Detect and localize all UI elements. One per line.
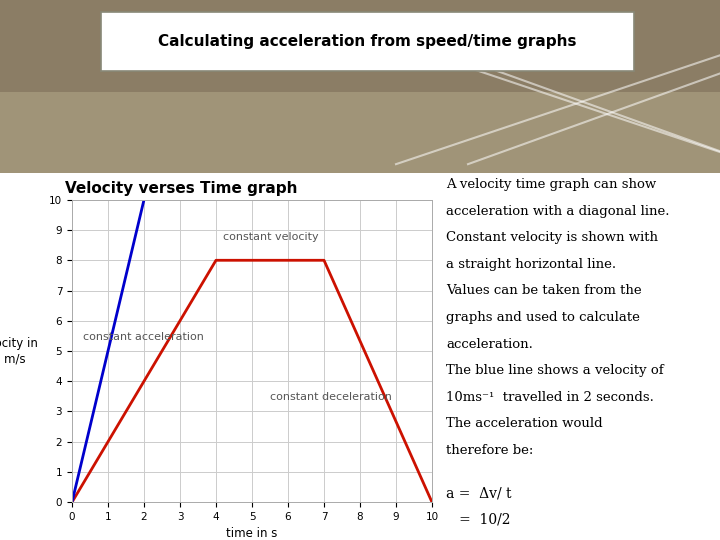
Text: a =  Δv/ t: a = Δv/ t	[446, 487, 512, 501]
Text: The blue line shows a velocity of: The blue line shows a velocity of	[446, 364, 664, 377]
Text: Velocity verses Time graph: Velocity verses Time graph	[65, 181, 297, 196]
Y-axis label: velocity in
    m/s: velocity in m/s	[0, 337, 38, 365]
Text: Values can be taken from the: Values can be taken from the	[446, 285, 642, 298]
Text: Constant velocity is shown with: Constant velocity is shown with	[446, 231, 658, 244]
Text: The acceleration would: The acceleration would	[446, 417, 603, 430]
Text: 10ms⁻¹  travelled in 2 seconds.: 10ms⁻¹ travelled in 2 seconds.	[446, 391, 654, 404]
Text: Calculating acceleration from speed/time graphs: Calculating acceleration from speed/time…	[158, 34, 577, 49]
Text: a straight horizontal line.: a straight horizontal line.	[446, 258, 616, 271]
Text: acceleration.: acceleration.	[446, 338, 534, 350]
Text: A velocity time graph can show: A velocity time graph can show	[446, 178, 657, 191]
Text: constant velocity: constant velocity	[223, 232, 319, 242]
Text: graphs and used to calculate: graphs and used to calculate	[446, 311, 640, 324]
X-axis label: time in s: time in s	[226, 528, 278, 540]
Text: =  10/2: = 10/2	[446, 513, 511, 527]
Text: acceleration with a diagonal line.: acceleration with a diagonal line.	[446, 205, 670, 218]
FancyBboxPatch shape	[101, 12, 634, 71]
Text: constant deceleration: constant deceleration	[270, 393, 392, 402]
Text: therefore be:: therefore be:	[446, 444, 534, 457]
Text: constant acceleration: constant acceleration	[83, 332, 204, 342]
